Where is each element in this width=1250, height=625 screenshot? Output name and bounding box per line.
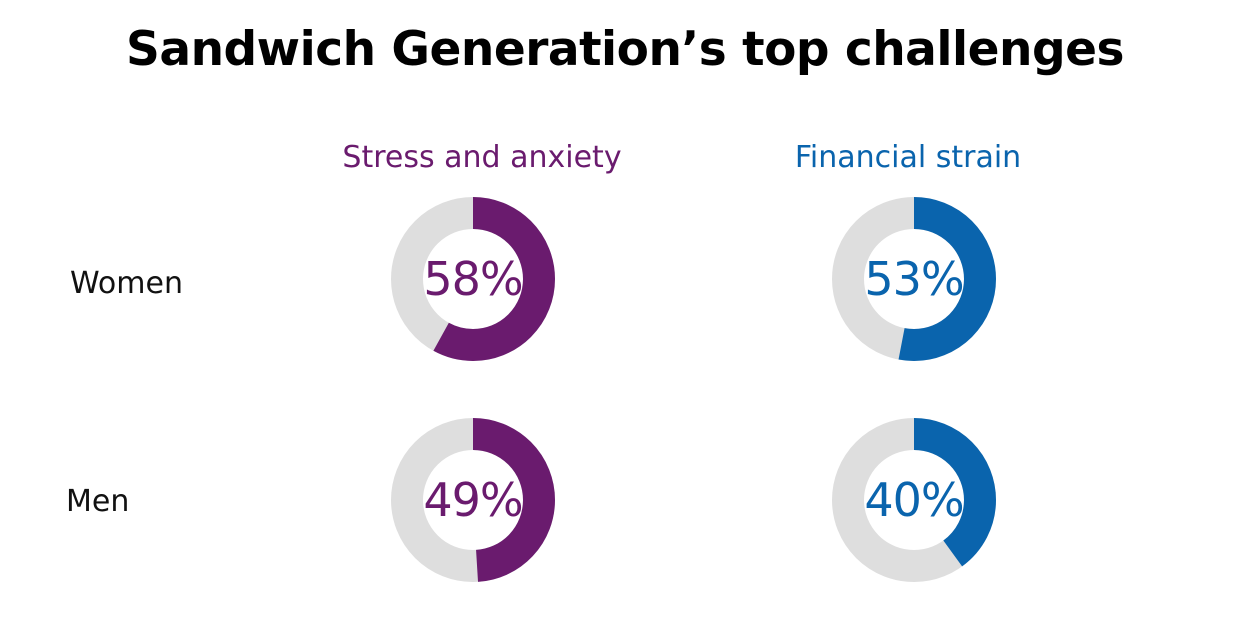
donut-value: 40% (864, 473, 964, 527)
column-header-financial: Financial strain (794, 140, 1022, 175)
donut-ring (391, 418, 555, 582)
donut-ring (832, 197, 996, 361)
donut-value: 53% (864, 252, 964, 306)
donut-ring (391, 197, 555, 361)
donut-men-financial: 40% (832, 418, 996, 582)
donut-men-stress: 49% (391, 418, 555, 582)
row-label-women: Women (70, 266, 183, 301)
donut-value: 58% (423, 252, 523, 306)
donut-women-financial: 53% (832, 197, 996, 361)
donut-women-stress: 58% (391, 197, 555, 361)
donut-value: 49% (423, 473, 523, 527)
donut-ring (832, 418, 996, 582)
chart-title: Sandwich Generation’s top challenges (126, 22, 1124, 77)
row-label-men: Men (66, 484, 130, 519)
column-header-stress: Stress and anxiety (342, 140, 622, 175)
